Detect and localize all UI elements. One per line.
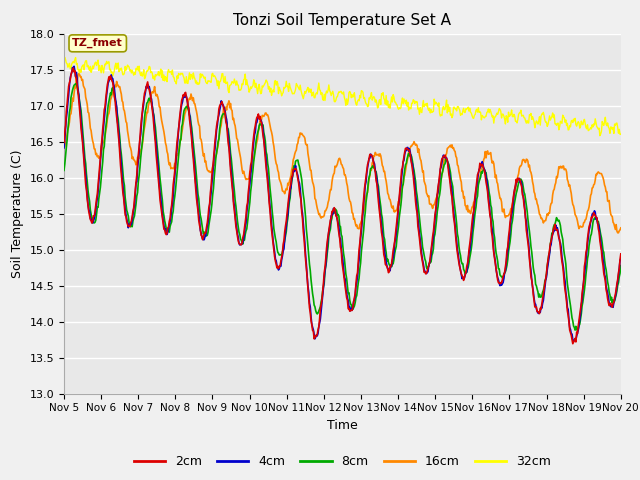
Legend: 2cm, 4cm, 8cm, 16cm, 32cm: 2cm, 4cm, 8cm, 16cm, 32cm: [129, 450, 556, 473]
Y-axis label: Soil Temperature (C): Soil Temperature (C): [11, 149, 24, 278]
Text: TZ_fmet: TZ_fmet: [72, 38, 123, 48]
X-axis label: Time: Time: [327, 419, 358, 432]
Title: Tonzi Soil Temperature Set A: Tonzi Soil Temperature Set A: [234, 13, 451, 28]
